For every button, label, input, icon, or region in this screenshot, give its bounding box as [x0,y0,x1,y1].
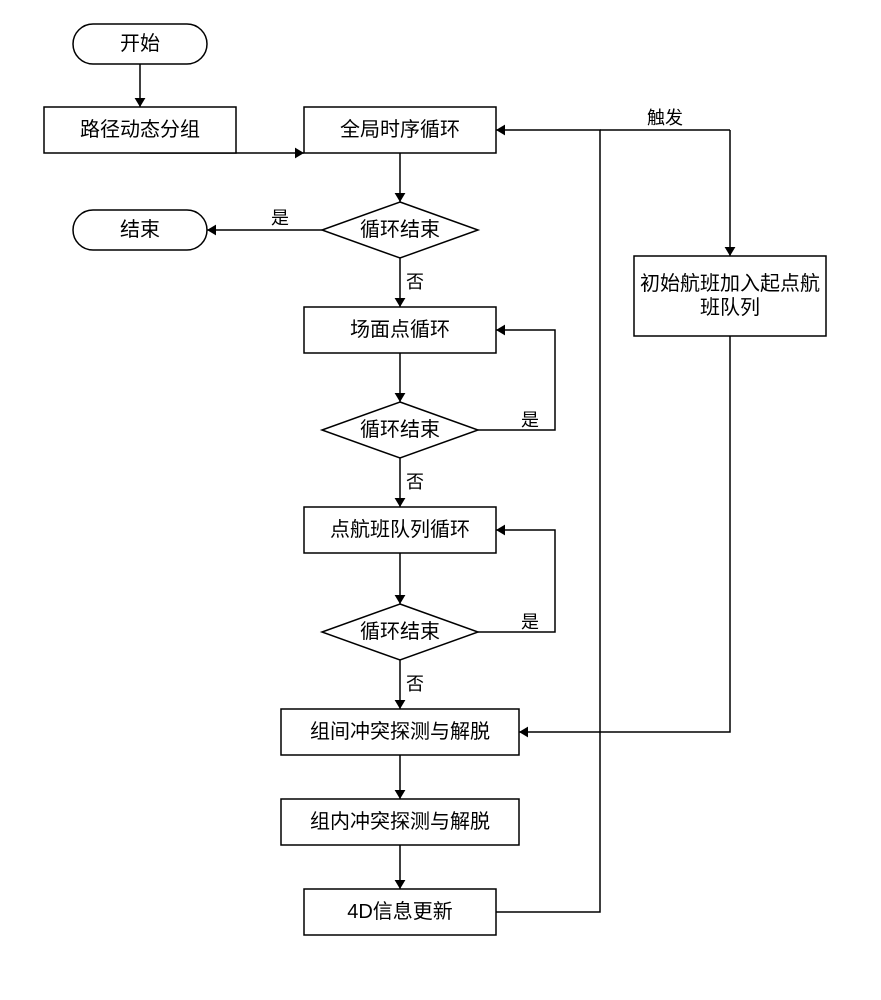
edge-label: 触发 [647,108,683,128]
node-label: 4D信息更新 [347,900,453,923]
node-label: 循环结束 [360,418,440,441]
edge-label: 是 [521,410,539,430]
flowchart: 是否否否是是触发 开始路径动态分组全局时序循环循环结束结束场面点循环循环结束点航… [0,0,881,1000]
edge-label: 否 [406,674,424,694]
edge-label: 是 [521,612,539,632]
node-label: 组间冲突探测与解脱 [310,720,490,743]
node-label: 路径动态分组 [80,118,200,141]
node-init_flight: 初始航班加入起点航班队列 [634,256,826,336]
node-start: 开始 [73,24,207,64]
node-intra_group: 组内冲突探测与解脱 [281,799,519,845]
node-label: 结束 [120,218,160,241]
node-label: 开始 [120,32,160,55]
node-label: 循环结束 [360,218,440,241]
node-scene_loop: 场面点循环 [304,307,496,353]
node-path_group: 路径动态分组 [44,107,236,153]
node-label: 场面点循环 [350,318,450,341]
node-update4d: 4D信息更新 [304,889,496,935]
node-queue_loop: 点航班队列循环 [304,507,496,553]
node-label: 点航班队列循环 [330,518,470,541]
node-dec1: 循环结束 [322,202,478,258]
node-end: 结束 [73,210,207,250]
node-inter_group: 组间冲突探测与解脱 [281,709,519,755]
edge-label: 是 [271,208,289,228]
node-global_loop: 全局时序循环 [304,107,496,153]
node-dec2: 循环结束 [322,402,478,458]
node-dec3: 循环结束 [322,604,478,660]
node-label: 全局时序循环 [340,118,460,141]
node-label: 组内冲突探测与解脱 [310,810,490,833]
node-label: 班队列 [700,296,760,319]
node-label: 初始航班加入起点航 [640,272,820,295]
edge-label: 否 [406,272,424,292]
node-label: 循环结束 [360,620,440,643]
edge-label: 否 [406,472,424,492]
